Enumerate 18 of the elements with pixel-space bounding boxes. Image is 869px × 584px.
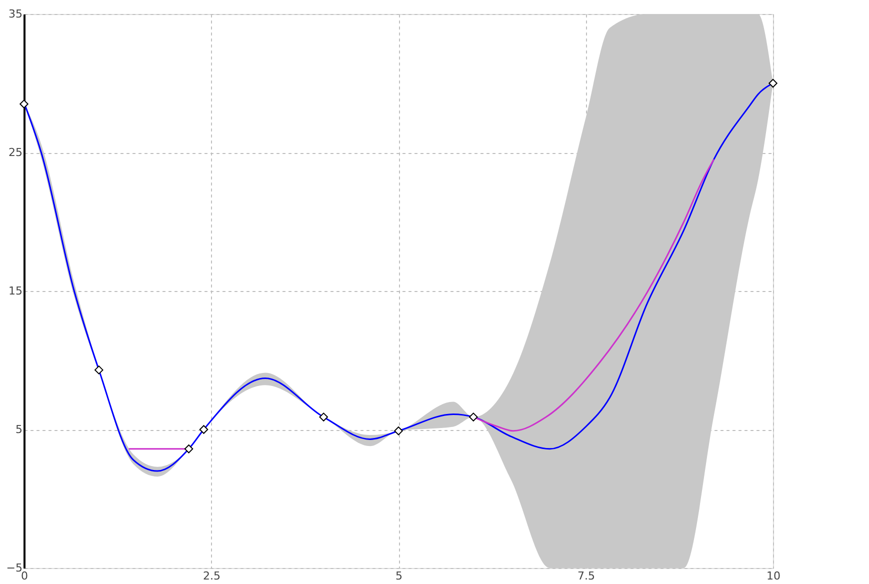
y-tick-label: 35 bbox=[8, 8, 22, 20]
point bbox=[768, 78, 778, 88]
y-tick-label: 5 bbox=[16, 423, 22, 436]
point bbox=[469, 412, 478, 422]
x-tick-label: 2.5 bbox=[203, 570, 220, 582]
x-tick-label: 10 bbox=[766, 570, 780, 582]
point bbox=[20, 100, 28, 108]
point bbox=[319, 412, 328, 422]
x-tick-label: 5 bbox=[396, 570, 402, 582]
y-tick-label: −5 bbox=[6, 562, 22, 574]
point bbox=[394, 426, 403, 436]
x-tick-label: 0 bbox=[21, 570, 28, 582]
point bbox=[184, 444, 194, 454]
point bbox=[94, 366, 104, 374]
point bbox=[199, 425, 208, 434]
x-tick-label: 7.5 bbox=[578, 570, 595, 582]
y-tick-label: 15 bbox=[8, 284, 22, 298]
y-tick-label: 25 bbox=[8, 146, 22, 159]
